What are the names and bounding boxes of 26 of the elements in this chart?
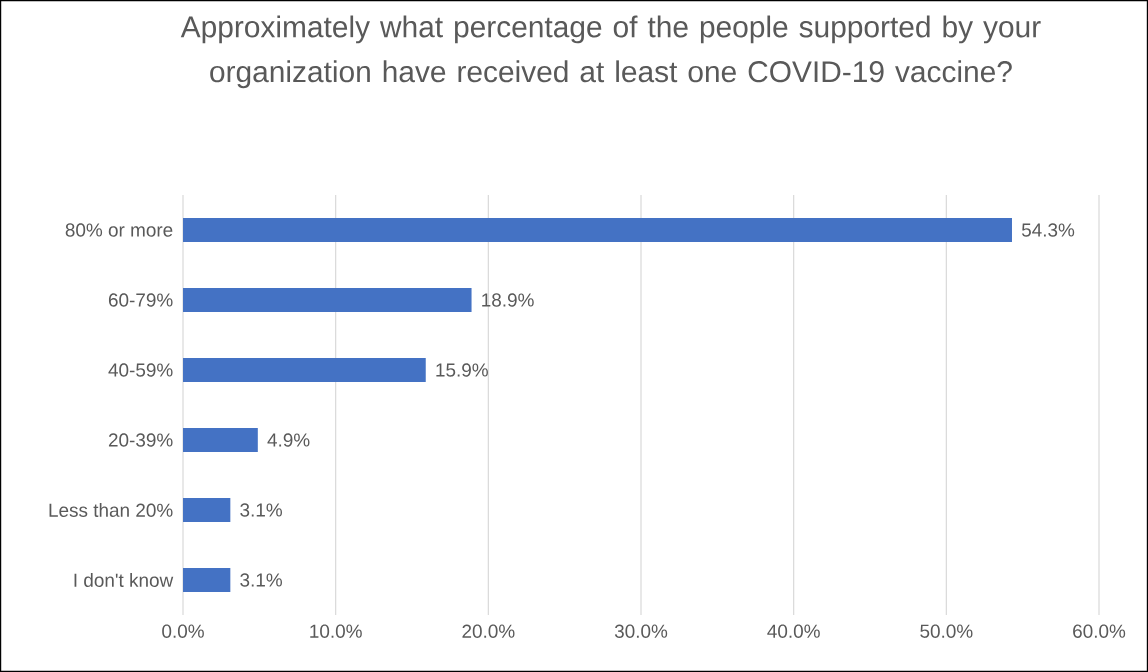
data-label: 3.1% — [240, 503, 282, 517]
x-tick-label: 40.0% — [767, 624, 820, 638]
bar — [183, 567, 231, 592]
bar — [183, 287, 472, 312]
bar — [183, 427, 258, 452]
data-label: 3.1% — [240, 573, 282, 587]
x-tick-label: 20.0% — [462, 624, 515, 638]
x-tick-label: 50.0% — [920, 624, 973, 638]
x-tick-label: 0.0% — [162, 624, 204, 638]
y-tick-label: 40-59% — [108, 363, 173, 377]
bar — [183, 497, 231, 522]
data-label: 15.9% — [436, 363, 488, 377]
x-tick-label: 60.0% — [1073, 624, 1126, 638]
y-tick-label: 80% or more — [65, 223, 173, 237]
data-label: 54.3% — [1021, 223, 1075, 237]
bar — [183, 357, 426, 382]
y-tick-label: Less than 20% — [49, 503, 173, 517]
data-label: 4.9% — [267, 433, 310, 447]
y-tick-label: 20-39% — [108, 433, 173, 447]
bar — [183, 217, 1012, 242]
y-tick-label: I don't know — [74, 573, 174, 587]
chart-title: Approximately what percentage of the people supported by your organization have received at least one COVID-19 vaccine? — [180, 15, 1041, 89]
data-label: 18.9% — [482, 293, 534, 307]
y-tick-label: 60-79% — [108, 293, 173, 307]
x-tick-label: 10.0% — [310, 624, 362, 638]
x-tick-label: 30.0% — [614, 624, 668, 638]
